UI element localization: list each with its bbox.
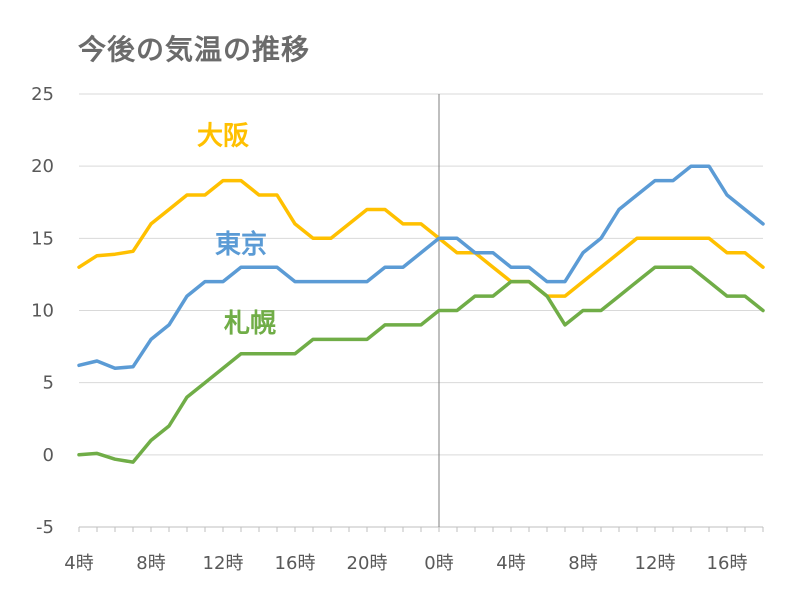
x-tick-label: 8時 [136,553,165,574]
y-tick-label: 15 [31,228,54,249]
y-tick-label: -5 [36,517,54,538]
series-label: 札幌 [224,309,276,339]
series-line-東京 [77,164,765,370]
y-tick-label: 25 [31,84,54,105]
series-label: 大阪 [197,122,249,152]
series-line-大阪 [77,178,765,298]
x-tick-label: 16時 [275,553,316,574]
y-axis-ticks: -5 0 5 10 15 20 25 [31,84,54,538]
series-line-札幌 [77,265,765,464]
x-tick-label: 4時 [64,553,93,574]
series-lines [77,164,765,464]
y-tick-label: 0 [43,445,54,466]
x-tick-label: 20時 [347,553,388,574]
grid [79,93,763,456]
x-tick-label: 8時 [568,553,597,574]
x-tick-label: 4時 [496,553,525,574]
x-axis: 4時 8時 12時 16時 20時 0時 4時 8時 12時 16時 [64,94,764,574]
x-tick-label: 0時 [424,553,453,574]
x-tick-label: 16時 [707,553,748,574]
y-tick-label: 10 [31,301,54,322]
series-label: 東京 [215,229,267,260]
x-tick-label: 12時 [203,553,244,574]
chart-title: 今後の気温の推移 [78,33,311,66]
y-tick-label: 20 [31,156,54,177]
x-tick-label: 12時 [635,553,676,574]
y-tick-label: 5 [43,373,54,394]
